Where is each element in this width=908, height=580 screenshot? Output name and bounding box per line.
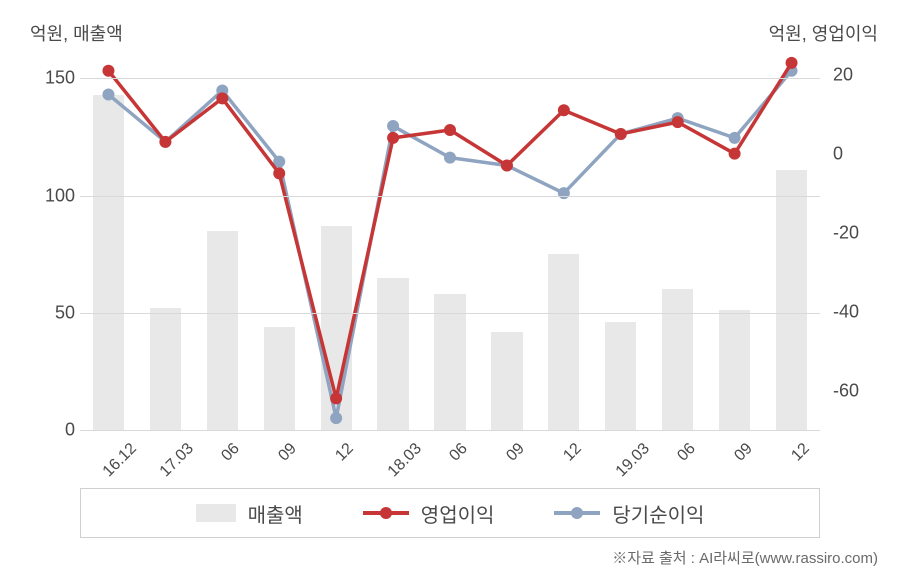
series-marker bbox=[387, 132, 399, 144]
ytick-left: 100 bbox=[40, 185, 75, 206]
series-marker bbox=[729, 132, 741, 144]
right-axis-label: 억원, 영업이익 bbox=[769, 20, 878, 46]
xtick: 09 bbox=[503, 440, 528, 465]
series-marker bbox=[159, 136, 171, 148]
series-marker bbox=[330, 392, 342, 404]
series-marker bbox=[501, 160, 513, 172]
series-marker bbox=[444, 152, 456, 164]
legend-swatch-line2 bbox=[554, 511, 600, 515]
plot-area bbox=[80, 55, 820, 430]
series-marker bbox=[216, 92, 228, 104]
xtick: 16.12 bbox=[100, 440, 141, 481]
series-marker bbox=[387, 120, 399, 132]
legend-item-bars: 매출액 bbox=[196, 499, 303, 528]
legend-label-line2: 당기순이익 bbox=[612, 499, 704, 528]
series-marker bbox=[729, 148, 741, 160]
series-marker bbox=[102, 65, 114, 77]
ytick-left: 0 bbox=[40, 420, 75, 441]
legend-swatch-bar bbox=[196, 504, 236, 522]
series-marker bbox=[444, 124, 456, 136]
legend-item-line2: 당기순이익 bbox=[554, 499, 704, 528]
legend-item-line1: 영업이익 bbox=[363, 499, 495, 528]
series-marker bbox=[615, 128, 627, 140]
legend-label-line1: 영업이익 bbox=[421, 499, 495, 528]
gridline bbox=[80, 430, 820, 431]
ytick-right: 0 bbox=[833, 143, 868, 164]
series-marker bbox=[558, 104, 570, 116]
xtick: 17.03 bbox=[157, 440, 198, 481]
ytick-left: 150 bbox=[40, 68, 75, 89]
legend-label-bars: 매출액 bbox=[248, 499, 303, 528]
xtick: 09 bbox=[276, 440, 301, 465]
xtick: 12 bbox=[332, 440, 357, 465]
ytick-right: -40 bbox=[833, 301, 868, 322]
xtick: 19.03 bbox=[612, 440, 653, 481]
xtick: 09 bbox=[731, 440, 756, 465]
gridline bbox=[80, 313, 820, 314]
series-marker bbox=[273, 167, 285, 179]
ytick-left: 50 bbox=[40, 302, 75, 323]
ytick-right: 20 bbox=[833, 64, 868, 85]
series-marker bbox=[786, 57, 798, 69]
xtick: 18.03 bbox=[385, 440, 426, 481]
line-layer bbox=[80, 55, 820, 430]
series-marker bbox=[672, 116, 684, 128]
series-marker bbox=[102, 88, 114, 100]
source-text: ※자료 출처 : AI라씨로(www.rassiro.com) bbox=[612, 547, 878, 568]
xtick: 06 bbox=[674, 440, 699, 465]
left-axis-label: 억원, 매출액 bbox=[30, 20, 123, 46]
gridline bbox=[80, 78, 820, 79]
series-marker bbox=[330, 412, 342, 424]
series-line bbox=[108, 63, 791, 399]
ytick-right: -60 bbox=[833, 380, 868, 401]
chart-container: 억원, 매출액 억원, 영업이익 매출액 영업이익 당기순이익 ※자료 출처 :… bbox=[0, 0, 908, 580]
series-marker bbox=[558, 187, 570, 199]
gridline bbox=[80, 196, 820, 197]
xtick: 12 bbox=[560, 440, 585, 465]
xtick: 12 bbox=[788, 440, 813, 465]
series-line bbox=[108, 71, 791, 418]
legend: 매출액 영업이익 당기순이익 bbox=[80, 488, 820, 538]
legend-swatch-line1 bbox=[363, 511, 409, 515]
xtick: 06 bbox=[219, 440, 244, 465]
xtick: 06 bbox=[446, 440, 471, 465]
ytick-right: -20 bbox=[833, 222, 868, 243]
